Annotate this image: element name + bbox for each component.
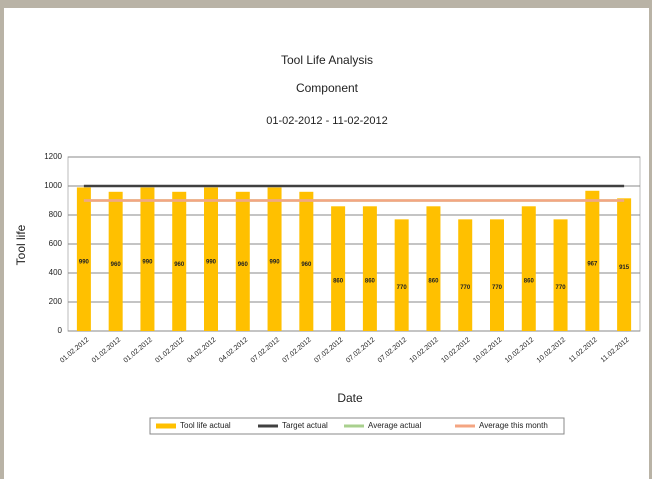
bar (362, 206, 377, 331)
x-axis-label: Date (337, 391, 363, 405)
legend-label: Average this month (479, 421, 548, 430)
data-label: 860 (333, 279, 344, 285)
chart-title: Tool Life Analysis (281, 53, 373, 67)
bar (235, 191, 250, 331)
y-tick-label: 0 (58, 326, 63, 335)
data-label: 967 (587, 261, 598, 267)
bar (204, 187, 218, 331)
y-tick-label: 1200 (44, 152, 62, 161)
bar (617, 198, 632, 331)
data-label: 960 (238, 262, 249, 268)
data-label: 860 (365, 279, 376, 285)
bar (426, 206, 441, 331)
data-label: 990 (206, 260, 217, 266)
data-label: 770 (556, 285, 567, 291)
data-label: 770 (397, 285, 408, 291)
data-label: 960 (111, 262, 122, 268)
bar (585, 190, 600, 331)
data-label: 770 (492, 285, 503, 291)
data-label: 990 (142, 260, 153, 266)
bar (140, 187, 155, 331)
data-label: 960 (301, 262, 312, 268)
bar (299, 191, 314, 331)
chart-subtitle: Component (296, 81, 359, 95)
data-label: 915 (619, 265, 630, 271)
bar (267, 187, 282, 331)
legend-label: Average actual (368, 421, 421, 430)
bar (331, 206, 346, 331)
data-label: 960 (174, 262, 185, 268)
bar (172, 191, 187, 331)
bar (553, 219, 568, 331)
data-label: 860 (524, 279, 535, 285)
bar (458, 219, 473, 331)
y-tick-label: 1000 (44, 181, 62, 190)
y-tick-label: 200 (49, 297, 63, 306)
y-tick-label: 800 (49, 210, 63, 219)
y-axis-label: Tool life (14, 224, 28, 265)
legend-label: Tool life actual (180, 421, 231, 430)
data-label: 860 (428, 279, 439, 285)
y-tick-label: 600 (49, 239, 63, 248)
data-label: 770 (460, 285, 471, 291)
bar (108, 191, 123, 331)
data-label: 990 (79, 260, 90, 266)
bar (490, 219, 504, 331)
bar (394, 219, 409, 331)
legend-label: Target actual (282, 421, 328, 430)
data-label: 990 (270, 260, 281, 266)
bar (521, 206, 536, 331)
date-range: 01-02-2012 - 11-02-2012 (266, 115, 388, 127)
bar (76, 187, 91, 331)
y-tick-label: 400 (49, 268, 63, 277)
